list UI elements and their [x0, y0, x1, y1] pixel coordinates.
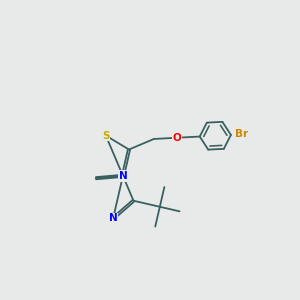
- Text: N: N: [118, 171, 127, 181]
- Text: O: O: [172, 133, 181, 143]
- Text: Br: Br: [235, 129, 248, 140]
- Text: N: N: [118, 171, 127, 181]
- Text: N: N: [109, 213, 118, 224]
- Text: S: S: [102, 130, 110, 141]
